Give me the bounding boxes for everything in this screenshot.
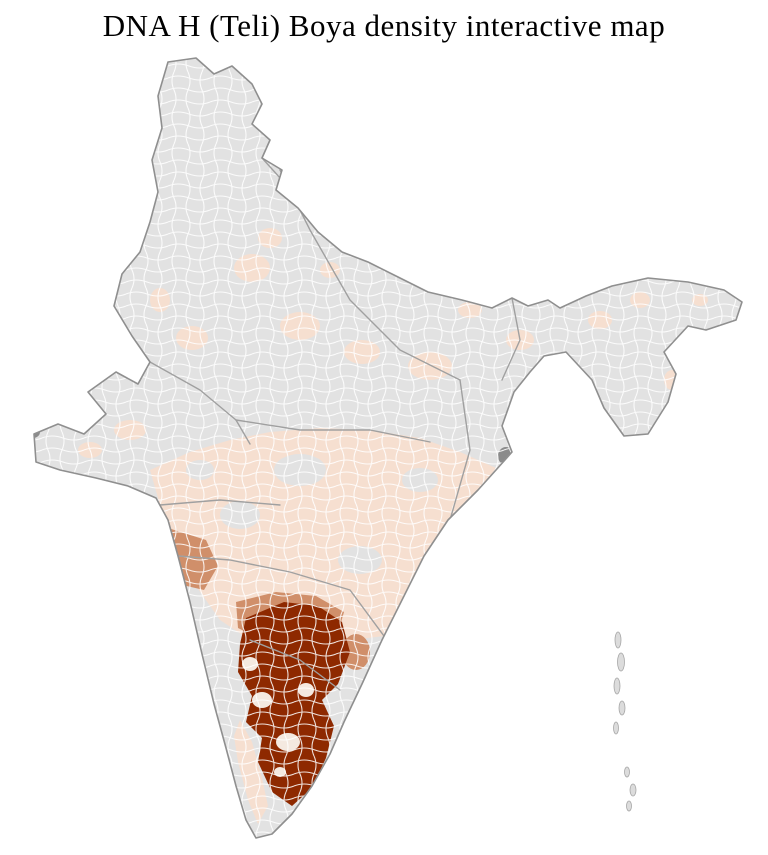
island[interactable] (624, 766, 630, 778)
island[interactable] (617, 652, 625, 672)
island[interactable] (613, 721, 619, 735)
island[interactable] (618, 700, 626, 716)
map-title: DNA H (Teli) Boya density interactive ma… (102, 8, 666, 43)
india-outline (33, 57, 743, 839)
island[interactable] (626, 800, 632, 812)
island[interactable] (614, 631, 622, 649)
andaman-nicobar-islands[interactable] (613, 631, 637, 812)
island[interactable] (613, 677, 621, 695)
island[interactable] (629, 783, 637, 797)
